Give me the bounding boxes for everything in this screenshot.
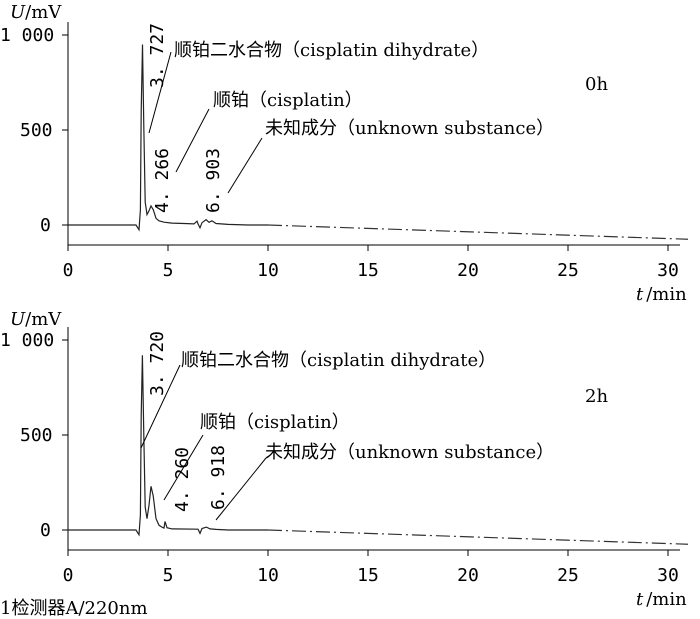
y-tick-label: 500 xyxy=(20,120,53,141)
peak-leader-line xyxy=(163,434,204,501)
y-tick-label: 500 xyxy=(20,425,53,446)
x-tick-label: 30 xyxy=(657,565,679,586)
peak-name-label: 顺铂（cisplatin） xyxy=(200,412,350,433)
x-axis-label: t/min xyxy=(636,589,687,610)
peak-rt-label: 4. 266 xyxy=(152,148,173,213)
x-tick-label: 10 xyxy=(257,565,279,586)
peak-rt-label: 6. 918 xyxy=(208,445,229,510)
x-tick-label: 5 xyxy=(163,260,174,281)
x-tick-label: 0 xyxy=(63,260,74,281)
y-tick-label: 0 xyxy=(40,520,51,541)
time-label: 2h xyxy=(585,386,608,407)
y-axis-label: U/mV xyxy=(10,309,62,330)
chromatogram-trace xyxy=(68,44,268,232)
y-tick-label: 1 000 xyxy=(0,25,54,46)
x-ticks: 0 5 10 15 20 25 30 xyxy=(63,550,679,586)
peak-rt-label: 3. 720 xyxy=(147,331,168,396)
x-axis-label: t/min xyxy=(636,284,687,305)
peak-leader-line xyxy=(175,108,210,173)
x-tick-label: 15 xyxy=(357,565,379,586)
time-label: 0h xyxy=(585,74,608,95)
x-tick-label: 0 xyxy=(63,565,74,586)
x-tick-label: 15 xyxy=(357,260,379,281)
peak-leader-line xyxy=(140,364,181,449)
x-tick-label: 25 xyxy=(557,260,579,281)
peak-rt-label: 4. 260 xyxy=(172,447,193,512)
peak-leader-line xyxy=(148,51,172,134)
x-tick-label: 10 xyxy=(257,260,279,281)
peak-name-label: 顺铂二水合物（cisplatin dihydrate） xyxy=(181,350,496,371)
peak-name-label: 顺铂二水合物（cisplatin dihydrate） xyxy=(174,40,489,61)
baseline-extension xyxy=(267,224,689,240)
chromatogram-trace xyxy=(68,355,268,537)
y-tick-label: 1 000 xyxy=(0,330,54,351)
x-ticks: 0 5 10 15 20 25 30 xyxy=(63,245,679,281)
peak-name-label: 未知成分（unknown substance） xyxy=(265,442,554,463)
peak-name-label: 未知成分（unknown substance） xyxy=(265,118,554,139)
x-tick-label: 20 xyxy=(457,565,479,586)
x-tick-label: 25 xyxy=(557,565,579,586)
peak-leader-line xyxy=(227,137,263,194)
x-tick-label: 20 xyxy=(457,260,479,281)
peak-leader-line xyxy=(215,457,267,521)
x-tick-label: 30 xyxy=(657,260,679,281)
peak-rt-label: 3. 727 xyxy=(147,23,168,88)
y-tick-label: 0 xyxy=(40,215,51,236)
peak-rt-label: 6. 903 xyxy=(203,148,224,213)
detector-label: 1检测器A/220nm xyxy=(0,598,148,619)
peak-name-label: 顺铂（cisplatin） xyxy=(213,90,363,111)
chromatogram-panel-2h: U/mV 1 000 500 0 0 5 10 15 20 25 30 t/mi… xyxy=(0,309,689,610)
x-tick-label: 5 xyxy=(163,565,174,586)
y-axis-label: U/mV xyxy=(10,2,62,23)
chromatogram-panel-0h: U/mV 1 000 500 0 0 5 10 15 20 25 30 t / xyxy=(0,2,689,305)
baseline-extension xyxy=(267,529,689,545)
